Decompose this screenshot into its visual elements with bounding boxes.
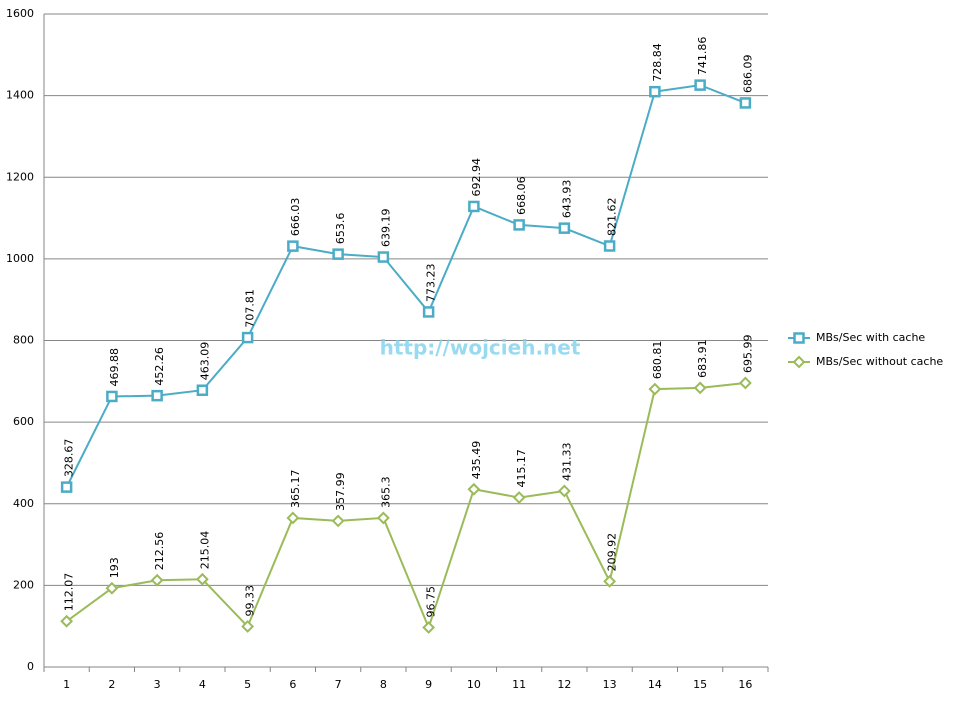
data-label: 215.04 xyxy=(198,531,211,570)
marker xyxy=(332,248,344,260)
data-label: 415.17 xyxy=(515,449,528,488)
marker xyxy=(106,390,118,403)
marker xyxy=(105,581,119,595)
marker xyxy=(241,331,254,344)
marker xyxy=(468,200,480,213)
y-tick-label: 800 xyxy=(13,334,34,347)
data-label: 357.99 xyxy=(334,472,347,511)
marker xyxy=(739,97,752,109)
y-tick-label: 1000 xyxy=(6,252,34,265)
series-line xyxy=(65,84,746,488)
marker xyxy=(60,614,74,628)
legend-label: MBs/Sec without cache xyxy=(816,355,943,368)
x-tick-label: 1 xyxy=(63,678,70,691)
data-label: 666.03 xyxy=(289,198,302,237)
marker xyxy=(603,240,616,252)
data-label: 328.67 xyxy=(63,439,76,478)
marker xyxy=(196,384,209,396)
x-tick-label: 5 xyxy=(244,678,251,691)
x-tick-label: 14 xyxy=(648,678,662,691)
x-tick-label: 12 xyxy=(557,678,571,691)
x-tick-label: 15 xyxy=(693,678,707,691)
data-label: 683.91 xyxy=(696,339,709,378)
x-tick-label: 16 xyxy=(738,678,752,691)
x-tick-label: 6 xyxy=(289,678,296,691)
data-label: 365.3 xyxy=(379,476,392,508)
watermark: http://wojcieh.net xyxy=(380,336,581,360)
marker xyxy=(648,382,662,396)
marker xyxy=(195,572,209,586)
x-tick-label: 7 xyxy=(335,678,342,691)
y-tick-label: 600 xyxy=(13,415,34,428)
data-label: 680.81 xyxy=(651,341,664,380)
data-label: 821.62 xyxy=(606,198,619,237)
data-label: 692.94 xyxy=(470,158,483,197)
y-tick-label: 200 xyxy=(13,578,34,591)
marker xyxy=(422,621,436,634)
x-tick-label: 3 xyxy=(154,678,161,691)
marker xyxy=(241,620,255,633)
x-tick-label: 11 xyxy=(512,678,526,691)
marker xyxy=(422,306,435,318)
x-tick-label: 13 xyxy=(603,678,617,691)
series-line xyxy=(66,381,746,631)
marker xyxy=(150,573,164,587)
data-label: 773.23 xyxy=(425,263,438,302)
marker xyxy=(603,574,617,588)
data-label: 463.09 xyxy=(198,342,211,381)
x-tick-label: 10 xyxy=(467,678,481,691)
y-tick-label: 1200 xyxy=(6,170,34,183)
data-label: 209.92 xyxy=(606,533,619,572)
marker xyxy=(151,389,163,402)
y-tick-label: 0 xyxy=(27,660,34,673)
data-label: 431.33 xyxy=(560,442,573,481)
data-label: 469.88 xyxy=(108,348,121,387)
marker xyxy=(792,355,806,369)
marker xyxy=(60,481,73,493)
marker xyxy=(512,491,526,504)
x-tick-label: 8 xyxy=(380,678,387,691)
legend-label: MBs/Sec with cache xyxy=(816,331,925,344)
marker xyxy=(376,511,390,525)
marker xyxy=(513,219,525,231)
data-label: 686.09 xyxy=(741,54,754,93)
data-label: 365.17 xyxy=(289,469,302,508)
y-tick-label: 400 xyxy=(13,497,34,510)
marker xyxy=(331,514,345,528)
marker xyxy=(649,85,661,98)
marker xyxy=(377,251,390,263)
marker xyxy=(557,484,571,498)
data-label: 695.99 xyxy=(741,334,754,373)
x-tick-label: 9 xyxy=(425,678,432,691)
marker xyxy=(467,482,481,496)
data-label: 643.93 xyxy=(560,180,573,219)
data-label: 452.26 xyxy=(153,347,166,386)
marker xyxy=(693,381,707,395)
data-label: 741.86 xyxy=(696,37,709,76)
data-label: 653.6 xyxy=(334,213,347,245)
marker xyxy=(287,240,299,252)
data-label: 112.07 xyxy=(63,573,76,612)
data-label: 668.06 xyxy=(515,176,528,215)
data-label: 639.19 xyxy=(379,209,392,248)
data-label: 707.81 xyxy=(244,289,257,328)
x-tick-label: 4 xyxy=(199,678,206,691)
data-label: 99.33 xyxy=(244,585,257,617)
marker xyxy=(694,79,706,91)
marker xyxy=(793,332,805,344)
y-tick-label: 1400 xyxy=(6,89,34,102)
data-label: 96.75 xyxy=(425,586,438,618)
data-label: 193 xyxy=(108,557,121,578)
marker xyxy=(558,222,571,234)
marker xyxy=(738,376,752,390)
data-label: 212.56 xyxy=(153,532,166,571)
data-label: 435.49 xyxy=(470,441,483,480)
x-tick-label: 2 xyxy=(108,678,115,691)
y-tick-label: 1600 xyxy=(6,7,34,20)
marker xyxy=(286,511,300,525)
data-label: 728.84 xyxy=(651,43,664,82)
